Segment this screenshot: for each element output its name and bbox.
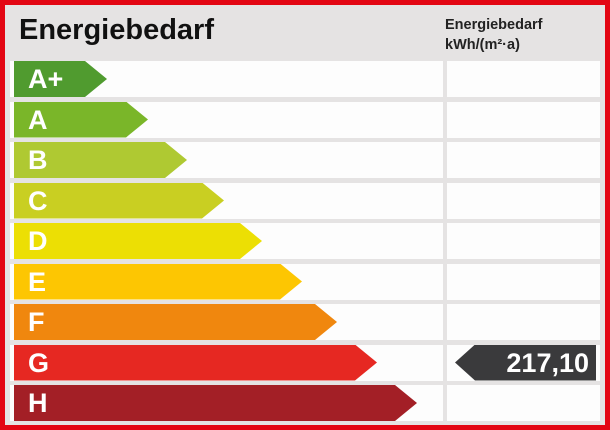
column-divider: [443, 304, 447, 340]
arrow-cell: F: [10, 304, 443, 340]
column-divider: [443, 142, 447, 178]
value-cell: 217,10: [447, 344, 600, 381]
column-divider: [443, 385, 447, 421]
column-divider: [443, 61, 447, 97]
header: Energiebedarf Energiebedarf kWh/(m²·a): [5, 5, 605, 59]
rating-letter: E: [28, 266, 47, 297]
arrow-cell: C: [10, 182, 443, 219]
column-divider: [443, 101, 447, 138]
rating-row-a-plus: A+: [10, 61, 600, 97]
rating-letter: G: [28, 347, 50, 378]
rating-row-f: F: [10, 304, 600, 340]
rating-arrow-b: B: [14, 142, 187, 178]
rating-arrow-f: F: [14, 304, 337, 340]
arrow-cell: A+: [10, 61, 443, 97]
rating-scale: A+ A B: [5, 59, 605, 421]
value-cell: [447, 142, 600, 178]
rating-letter: A: [28, 104, 48, 135]
value-marker-tag: 217,10: [455, 344, 596, 381]
unit-label-line1: Energiebedarf: [445, 17, 543, 33]
arrow-cell: E: [10, 263, 443, 300]
rating-letter: A+: [28, 64, 64, 94]
rating-row-d: D: [10, 223, 600, 259]
rating-arrow-a-plus: A+: [14, 61, 107, 97]
rating-letter: H: [28, 388, 48, 418]
value-cell: [447, 223, 600, 259]
rating-row-c: C: [10, 182, 600, 219]
rating-row-h: H: [10, 385, 600, 421]
rating-letter: B: [28, 145, 48, 175]
rating-letter: F: [28, 307, 45, 337]
energy-value: 217,10: [506, 347, 589, 378]
value-cell: [447, 101, 600, 138]
rating-arrow-e: E: [14, 264, 302, 300]
arrow-cell: H: [10, 385, 443, 421]
rating-arrow-g: G: [14, 345, 377, 381]
value-cell: [447, 61, 600, 97]
arrow-cell: G: [10, 344, 443, 381]
rating-row-g: G 217,10: [10, 344, 600, 381]
rating-row-e: E: [10, 263, 600, 300]
rating-arrow-h: H: [14, 385, 417, 421]
arrow-cell: A: [10, 101, 443, 138]
rating-arrow-c: C: [14, 183, 224, 219]
value-cell: [447, 304, 600, 340]
rating-letter: C: [28, 185, 48, 216]
column-divider: [443, 263, 447, 300]
rating-arrow-a: A: [14, 102, 148, 138]
rating-arrow-d: D: [14, 223, 262, 259]
column-divider: [443, 344, 447, 381]
page-title: Energiebedarf: [19, 14, 214, 46]
arrow-cell: B: [10, 142, 443, 178]
value-cell: [447, 182, 600, 219]
rating-letter: D: [28, 226, 48, 256]
value-cell: [447, 385, 600, 421]
unit-label-line2: kWh/(m²·a): [445, 37, 520, 53]
rating-row-a: A: [10, 101, 600, 138]
unit-label: Energiebedarf kWh/(m²·a): [442, 15, 595, 55]
column-divider: [443, 223, 447, 259]
column-divider: [443, 182, 447, 219]
rating-row-b: B: [10, 142, 600, 178]
arrow-cell: D: [10, 223, 443, 259]
value-cell: [447, 263, 600, 300]
